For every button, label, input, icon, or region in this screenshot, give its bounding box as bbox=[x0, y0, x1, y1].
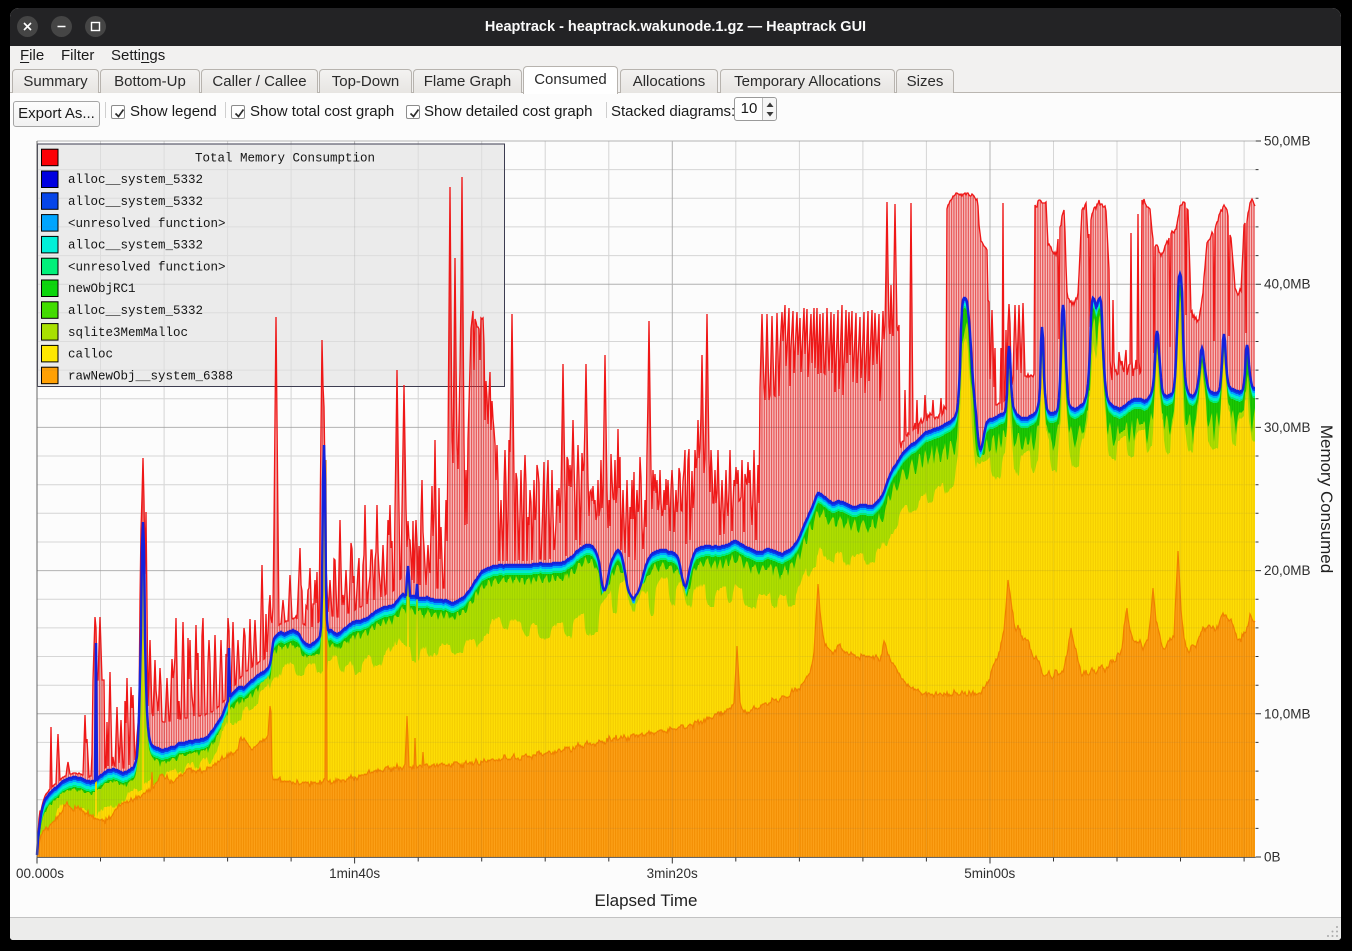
svg-text:sqlite3MemMalloc: sqlite3MemMalloc bbox=[68, 326, 188, 340]
svg-text:50,0MB: 50,0MB bbox=[1264, 134, 1311, 149]
svg-text:40,0MB: 40,0MB bbox=[1264, 277, 1311, 292]
svg-text:rawNewObj__system_6388: rawNewObj__system_6388 bbox=[68, 369, 233, 383]
svg-text:<unresolved function>: <unresolved function> bbox=[68, 217, 226, 231]
svg-text:0B: 0B bbox=[1264, 850, 1281, 865]
svg-text:alloc__system_5332: alloc__system_5332 bbox=[68, 239, 203, 253]
svg-text:calloc: calloc bbox=[68, 348, 113, 362]
svg-text:3min20s: 3min20s bbox=[647, 866, 698, 881]
svg-text:1min40s: 1min40s bbox=[329, 866, 380, 881]
svg-text:newObjRC1: newObjRC1 bbox=[68, 282, 136, 296]
svg-text:<unresolved function>: <unresolved function> bbox=[68, 260, 226, 274]
svg-text:30,0MB: 30,0MB bbox=[1264, 420, 1311, 435]
svg-text:00.000s: 00.000s bbox=[16, 866, 64, 881]
svg-text:Total Memory Consumption: Total Memory Consumption bbox=[195, 151, 375, 165]
svg-text:alloc__system_5332: alloc__system_5332 bbox=[68, 195, 203, 209]
svg-text:Elapsed Time: Elapsed Time bbox=[595, 891, 698, 910]
svg-text:20,0MB: 20,0MB bbox=[1264, 563, 1311, 578]
svg-text:alloc__system_5332: alloc__system_5332 bbox=[68, 304, 203, 318]
svg-text:alloc__system_5332: alloc__system_5332 bbox=[68, 173, 203, 187]
svg-text:5min00s: 5min00s bbox=[964, 866, 1015, 881]
svg-text:Memory Consumed: Memory Consumed bbox=[1317, 425, 1336, 573]
svg-text:10,0MB: 10,0MB bbox=[1264, 706, 1311, 721]
